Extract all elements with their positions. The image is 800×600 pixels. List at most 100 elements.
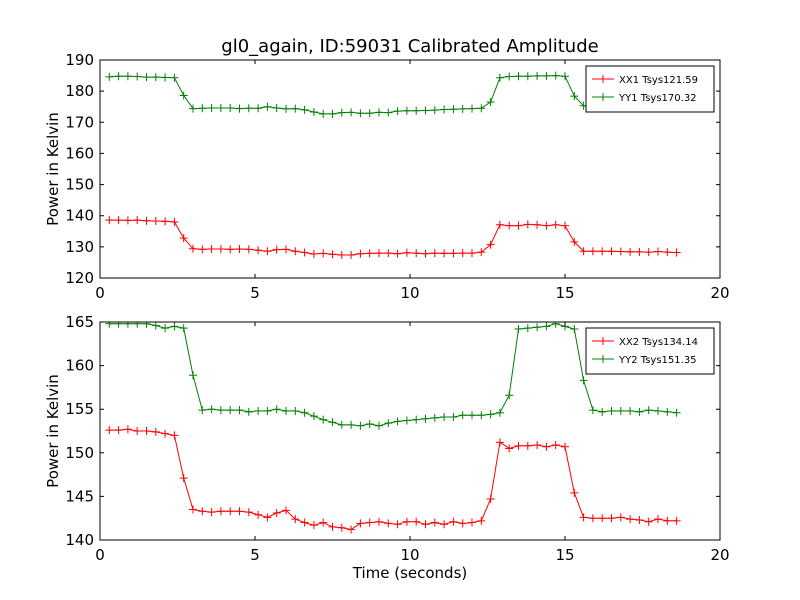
data-point — [421, 106, 430, 115]
data-point — [179, 234, 188, 243]
data-point — [170, 73, 179, 82]
legend-label: YY2 Tsys151.35 — [618, 355, 697, 366]
y-tick-label: 160 — [65, 357, 94, 375]
data-point — [272, 508, 281, 517]
data-point — [561, 442, 569, 451]
data-point — [291, 406, 300, 415]
data-point — [654, 406, 662, 415]
data-point — [626, 515, 635, 524]
data-point — [216, 406, 225, 415]
data-point — [114, 322, 123, 328]
data-point — [412, 249, 421, 258]
data-point — [328, 250, 337, 259]
data-point — [402, 416, 411, 425]
data-point — [477, 248, 486, 257]
data-point — [449, 413, 458, 422]
legend: XX1 Tsys121.59 YY1 Tsys170.32 — [585, 65, 715, 113]
y-tick-label: 140 — [65, 531, 94, 549]
data-point — [412, 517, 421, 526]
data-point — [235, 507, 244, 516]
data-point — [291, 515, 300, 524]
data-point — [635, 515, 644, 524]
x-tick-label: 0 — [95, 284, 105, 302]
data-point — [365, 109, 374, 118]
data-point — [542, 322, 551, 331]
data-point — [151, 322, 160, 330]
data-point — [226, 507, 235, 516]
data-point — [347, 525, 356, 534]
data-point — [579, 247, 588, 256]
data-point — [319, 518, 328, 527]
legend-box — [585, 65, 715, 113]
data-point — [570, 488, 579, 497]
x-tick-label: 0 — [95, 546, 105, 564]
data-point — [430, 106, 439, 115]
data-point — [133, 72, 142, 81]
y-tick-label: 165 — [65, 313, 94, 331]
data-point — [486, 98, 495, 107]
chart-title: gl0_again, ID:59031 Calibrated Amplitude — [221, 36, 598, 57]
data-point — [523, 324, 532, 333]
data-point — [542, 442, 551, 451]
data-point — [598, 514, 607, 523]
data-point — [170, 217, 179, 226]
x-tick-label: 5 — [250, 284, 260, 302]
data-point — [244, 407, 253, 416]
legend-label: XX2 Tsys134.14 — [619, 337, 698, 348]
data-point — [263, 247, 272, 256]
data-point — [161, 429, 170, 438]
data-point — [440, 105, 449, 114]
data-point — [588, 514, 597, 523]
data-point — [179, 91, 188, 100]
data-point — [495, 220, 504, 229]
data-point — [142, 216, 151, 225]
data-point — [170, 431, 179, 440]
data-point — [300, 408, 309, 417]
data-point — [468, 411, 476, 420]
data-point — [533, 71, 542, 80]
data-point — [309, 521, 318, 530]
data-point — [561, 72, 569, 81]
data-point — [477, 411, 486, 420]
y-tick-label: 155 — [65, 400, 94, 418]
data-point — [235, 104, 244, 113]
x-tick-label: 15 — [555, 546, 574, 564]
data-point — [635, 407, 644, 416]
data-point — [235, 245, 244, 254]
data-point — [468, 104, 476, 113]
data-point — [282, 104, 290, 113]
data-point — [570, 237, 579, 246]
data-point — [477, 104, 486, 113]
data-point — [133, 216, 142, 225]
data-point — [579, 513, 588, 522]
data-point — [216, 245, 225, 254]
data-point — [514, 324, 523, 333]
data-point — [300, 518, 309, 527]
legend-marker — [599, 93, 607, 101]
data-point — [514, 441, 523, 450]
data-point — [458, 249, 467, 258]
data-point — [328, 109, 337, 118]
data-point — [254, 510, 263, 519]
data-point — [533, 220, 542, 229]
data-point — [161, 324, 170, 333]
data-point — [356, 519, 365, 528]
data-point — [598, 407, 607, 416]
data-point — [328, 418, 337, 427]
data-point — [672, 248, 681, 257]
data-point — [514, 221, 523, 230]
data-point — [337, 250, 346, 259]
data-point — [393, 520, 402, 529]
data-point — [412, 415, 421, 424]
data-point — [272, 103, 281, 112]
y-tick-label: 160 — [65, 144, 94, 162]
data-point — [616, 406, 625, 415]
data-point — [477, 516, 486, 525]
legend-marker — [599, 337, 607, 345]
data-point — [309, 412, 318, 421]
data-point — [179, 474, 188, 483]
data-point — [319, 415, 328, 424]
data-point — [505, 391, 514, 400]
y-tick-label: 150 — [65, 176, 94, 194]
y-tick-label: 170 — [65, 113, 94, 131]
